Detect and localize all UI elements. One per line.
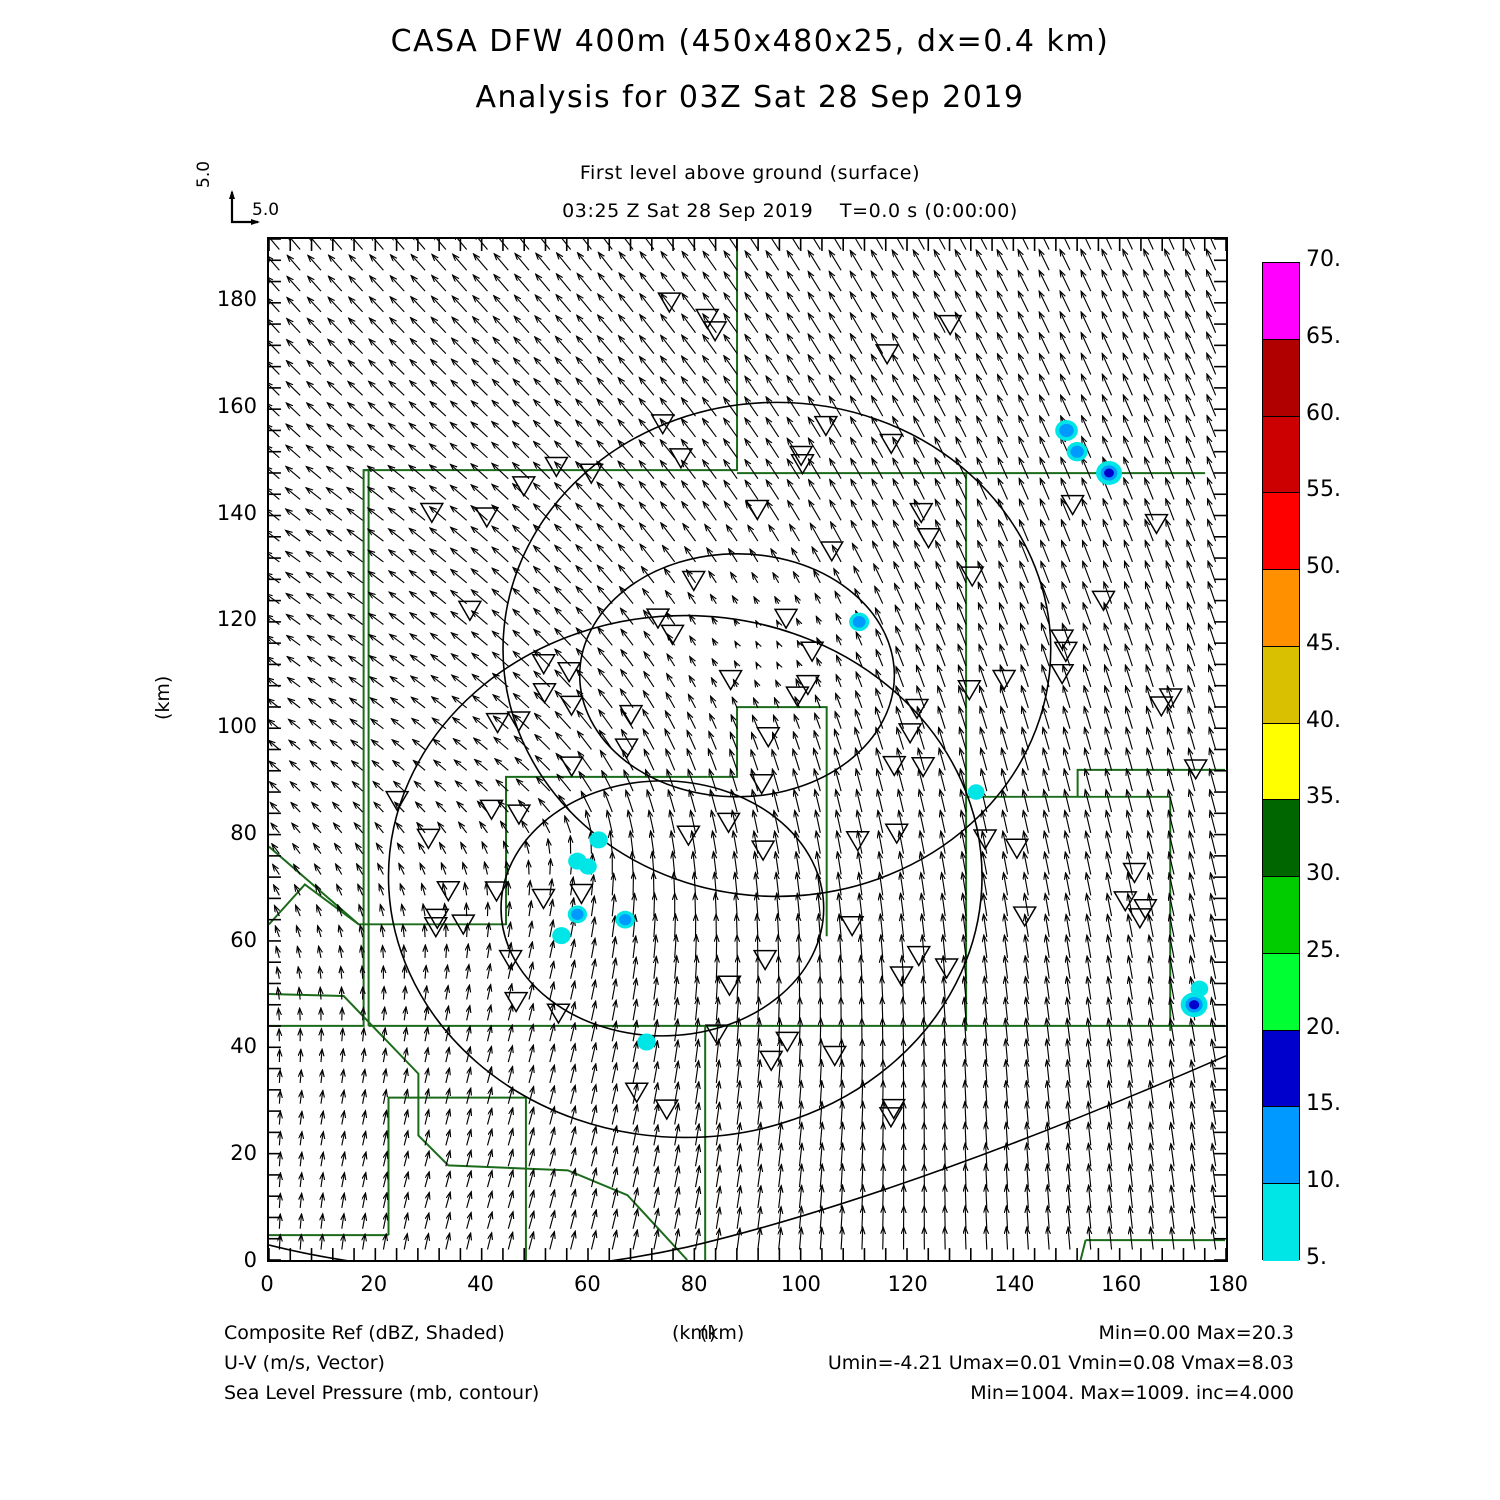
y-tick-label: 40 xyxy=(230,1034,257,1059)
footer-row-vector: U-V (m/s, Vector) Umin=-4.21 Umax=0.01 V… xyxy=(224,1348,1294,1378)
colorbar-tick-label: 35. xyxy=(1306,784,1341,810)
colorbar-tick-label: 15. xyxy=(1306,1091,1341,1117)
colorbar-band-35-40 xyxy=(1263,723,1299,801)
vector-scale-glyph xyxy=(229,190,260,225)
colorbar-band-5-10 xyxy=(1263,1184,1299,1261)
y-tick-label: 0 xyxy=(243,1248,257,1272)
x-tick-label: 180 xyxy=(1207,1272,1249,1296)
page-title-line1: CASA DFW 400m (450x480x25, dx=0.4 km) xyxy=(390,24,1110,59)
colorbar-tick-label: 60. xyxy=(1306,400,1341,426)
station-markers xyxy=(384,292,1208,1129)
colorbar-tick-label: 40. xyxy=(1306,707,1341,733)
reflectivity-colorbar[interactable] xyxy=(1262,262,1300,1261)
x-tick-label: 20 xyxy=(360,1272,388,1296)
colorbar-tick-label: 25. xyxy=(1306,937,1341,963)
x-tick-label: 140 xyxy=(994,1272,1035,1296)
contour-field-label: Sea Level Pressure (mb, contour) xyxy=(224,1382,540,1404)
footer-center-unit: (km) xyxy=(672,1322,717,1344)
vector-field-stats: Umin=-4.21 Umax=0.01 Vmin=0.08 Vmax=8.03 xyxy=(827,1352,1294,1374)
x-axis-unit-label: (km) xyxy=(700,1322,745,1344)
map-canvas xyxy=(269,239,1226,1260)
colorbar-band-40-45 xyxy=(1263,646,1299,724)
x-tick-label: 100 xyxy=(780,1272,821,1296)
x-tick-label: 120 xyxy=(887,1272,928,1296)
map-plot-area[interactable] xyxy=(267,237,1228,1262)
footer-row-shaded: Composite Ref (dBZ, Shaded) (km) Min=0.0… xyxy=(224,1318,1294,1348)
colorbar-tick-label: 70. xyxy=(1306,247,1341,272)
footer-annotations: Composite Ref (dBZ, Shaded) (km) Min=0.0… xyxy=(224,1318,1294,1408)
vector-field-label: U-V (m/s, Vector) xyxy=(224,1352,385,1374)
x-tick-label: 160 xyxy=(1101,1272,1142,1296)
x-tick-label: 40 xyxy=(467,1272,494,1296)
timestamp-label: 03:25 Z Sat 28 Sep 2019 T=0.0 s (0:00:00… xyxy=(562,200,1018,222)
colorbar-tick-label: 65. xyxy=(1306,323,1341,349)
colorbar-band-25-30 xyxy=(1263,877,1299,954)
colorbar-band-55-60 xyxy=(1263,416,1299,494)
level-label: First level above ground (surface) xyxy=(579,162,921,184)
footer-row-contour: Sea Level Pressure (mb, contour) Min=100… xyxy=(224,1378,1294,1408)
x-tick-label: 60 xyxy=(573,1272,601,1296)
colorbar-tick-label: 45. xyxy=(1306,630,1341,656)
y-tick-label: 100 xyxy=(216,714,257,739)
y-tick-label: 60 xyxy=(230,927,257,952)
radar-echo-cells xyxy=(552,420,1209,1051)
colorbar-band-45-50 xyxy=(1263,570,1299,647)
colorbar-band-30-35 xyxy=(1263,800,1299,878)
boundary-lines xyxy=(269,239,1226,1260)
vector-scale-key: 5.0 5.0 xyxy=(194,161,318,236)
colorbar-band-50-55 xyxy=(1263,493,1299,571)
axis-ticks xyxy=(269,239,1226,1260)
x-tick-label: 80 xyxy=(680,1272,708,1296)
colorbar-tick-label: 10. xyxy=(1306,1168,1341,1194)
page-title-line2: Analysis for 03Z Sat 28 Sep 2019 xyxy=(475,80,1025,115)
colorbar-tick-label: 30. xyxy=(1306,861,1341,887)
x-tick-label: 0 xyxy=(260,1272,274,1296)
colorbar-tick-label: 20. xyxy=(1306,1014,1341,1040)
colorbar-tick-label: 5. xyxy=(1306,1245,1327,1270)
y-axis-label: (km) xyxy=(152,675,174,720)
y-tick-label: 80 xyxy=(230,820,257,845)
vector-key-horizontal-value: 5.0 xyxy=(252,200,280,220)
colorbar-band-15-20 xyxy=(1263,1030,1299,1108)
colorbar-band-60-65 xyxy=(1263,339,1299,417)
colorbar-band-65-70 xyxy=(1263,263,1299,340)
y-tick-label: 20 xyxy=(230,1141,257,1166)
y-tick-label: 180 xyxy=(216,287,257,312)
colorbar-band-10-15 xyxy=(1263,1107,1299,1185)
colorbar-band-20-25 xyxy=(1263,953,1299,1031)
shaded-field-stats: Min=0.00 Max=20.3 xyxy=(1098,1322,1294,1344)
contour-field-stats: Min=1004. Max=1009. inc=4.000 xyxy=(970,1382,1294,1404)
y-tick-label: 140 xyxy=(216,500,257,525)
colorbar-tick-label: 55. xyxy=(1306,477,1341,503)
colorbar-tick-label: 50. xyxy=(1306,554,1341,580)
vector-key-vertical-value: 5.0 xyxy=(194,160,214,188)
shaded-field-label: Composite Ref (dBZ, Shaded) xyxy=(224,1322,505,1344)
y-tick-label: 160 xyxy=(216,393,257,418)
y-tick-label: 120 xyxy=(216,607,257,632)
